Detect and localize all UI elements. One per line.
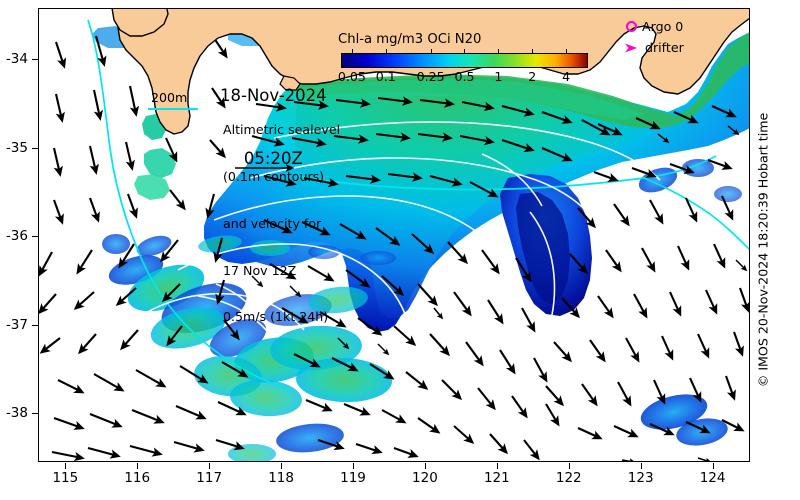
y-axis-tick xyxy=(32,413,38,415)
x-axis-label: 119 xyxy=(340,470,366,486)
colorbar-tick xyxy=(498,49,500,53)
colorbar-tick-label: 0.5 xyxy=(454,69,475,84)
drifter-legend-label: drifter xyxy=(645,40,684,55)
colorbar-tick xyxy=(430,49,432,53)
x-axis-label: 124 xyxy=(699,470,726,486)
x-axis-tick xyxy=(568,463,570,469)
colorbar: Chl-a mg/m3 OCi N20 0.05 0.1 0.25 0.5 1 2 4 xyxy=(338,32,588,84)
offshore-chlorophyll-patches xyxy=(102,159,742,462)
colorbar-tick xyxy=(566,49,568,53)
shelf-chlorophyll-band xyxy=(204,32,750,332)
y-axis-label: -36 xyxy=(5,228,28,245)
chlorophyll-raster-layer xyxy=(38,8,750,462)
x-axis-label: 123 xyxy=(627,470,654,486)
marker-legend: Argo 0 drifter xyxy=(624,18,684,60)
y-axis-tick xyxy=(32,324,38,326)
colorbar-tick-label: 0.1 xyxy=(375,69,396,84)
map-plot-area[interactable]: 18-Nov-2024 05:20Z Altimetric sealevel (… xyxy=(38,8,750,462)
annotation-line-4: 17 Nov 12Z xyxy=(223,262,297,278)
annotation-line-1: Altimetric sealevel xyxy=(223,122,341,138)
x-axis-label: 118 xyxy=(268,470,294,486)
y-axis-label: -34 xyxy=(5,51,28,68)
x-axis-tick xyxy=(65,463,67,469)
y-axis-tick xyxy=(32,147,38,149)
legend-row-drifter: drifter xyxy=(624,39,684,56)
y-axis-tick xyxy=(32,59,38,61)
x-axis-label: 121 xyxy=(483,470,510,486)
drifter-arrow-icon xyxy=(625,43,637,52)
annotation-line-5: 0.5m/s (1kt 24h) xyxy=(223,309,329,325)
x-axis-tick xyxy=(353,463,354,469)
colorbar-tick xyxy=(532,49,534,53)
velocity-vector-field xyxy=(38,33,750,462)
x-axis-label: 115 xyxy=(52,470,79,486)
x-axis-label: 116 xyxy=(124,470,151,486)
annotation-line-2: (0.1m contours) xyxy=(223,168,325,184)
colorbar-gradient xyxy=(341,53,588,68)
x-axis-tick xyxy=(640,463,642,469)
x-axis-tick xyxy=(496,463,498,469)
colorbar-title: Chl-a mg/m3 OCi N20 xyxy=(338,32,482,47)
x-axis-tick xyxy=(424,463,426,469)
argo-legend-label: Argo 0 xyxy=(642,19,684,34)
y-axis-tick xyxy=(32,236,38,238)
copyright-credit: © IMOS 20-Nov-2024 18:20:39 Hobart time xyxy=(755,112,771,388)
x-axis-label: 122 xyxy=(555,470,582,486)
legend-row-argo: Argo 0 xyxy=(624,18,684,35)
y-axis-label: -38 xyxy=(5,405,28,422)
colorbar-tick-label: 0.05 xyxy=(337,69,366,84)
colorbar-tick xyxy=(464,49,466,53)
colorbar-tick-label: 0.25 xyxy=(416,69,445,84)
x-axis-tick xyxy=(209,463,211,469)
annotation-line-3: and velocity for xyxy=(223,215,322,231)
y-axis-label: -37 xyxy=(5,316,28,333)
x-axis-tick xyxy=(281,463,283,469)
land-coastline-layer xyxy=(111,8,750,135)
x-axis-tick xyxy=(137,463,139,469)
colorbar-tick xyxy=(385,49,387,53)
stamp-time: 05:20Z xyxy=(243,149,303,168)
x-axis-tick xyxy=(712,463,714,469)
x-axis-label: 120 xyxy=(412,470,438,486)
colorbar-tick-label: 2 xyxy=(528,69,537,84)
x-axis-label: 117 xyxy=(196,470,223,486)
colorbar-tick xyxy=(351,49,353,53)
isobath-label: 200m xyxy=(151,90,188,105)
date-time-stamp: 18-Nov-2024 05:20Z xyxy=(220,43,327,211)
colorbar-tick-label: 4 xyxy=(562,69,571,84)
argo-float-icon xyxy=(626,21,637,32)
y-axis-label: -35 xyxy=(5,139,28,156)
stamp-date: 18-Nov-2024 xyxy=(220,86,327,105)
colorbar-tick-label: 1 xyxy=(494,69,503,84)
velocity-scale-arrow-icon xyxy=(235,164,295,172)
isobath-legend-line-icon xyxy=(148,108,198,110)
annotation-block: Altimetric sealevel (0.1m contours) and … xyxy=(223,91,340,356)
